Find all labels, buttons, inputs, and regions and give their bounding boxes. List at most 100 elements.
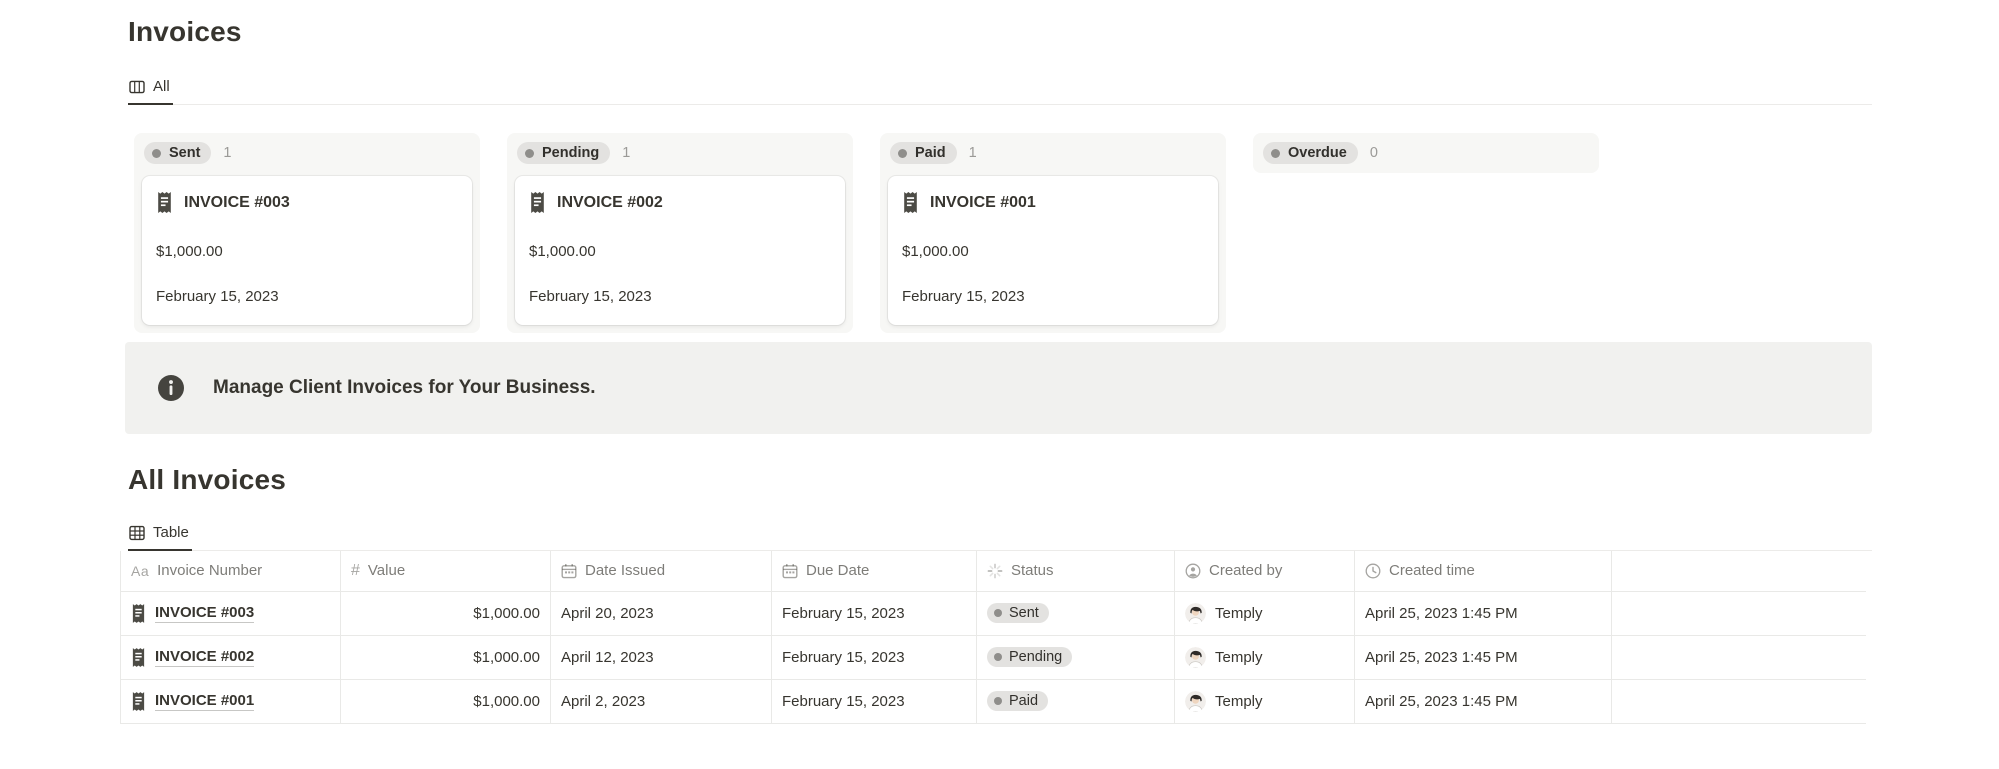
column-header-created-by[interactable]: Created by [1174,551,1355,592]
card-title: INVOICE #002 [557,193,663,211]
invoice-page-link[interactable]: INVOICE #002 [155,647,255,667]
invoice-card[interactable]: INVOICE #002 $1,000.00 February 15, 2023 [515,176,845,325]
board-group-overdue: Overdue 0 [1253,133,1599,173]
created-time-cell: April 25, 2023 1:45 PM [1354,635,1612,680]
tab-table[interactable]: Table [128,522,192,551]
group-count: 0 [1369,145,1378,161]
receipt-icon [529,192,546,213]
invoice-number-cell[interactable]: INVOICE #001 [120,679,341,724]
card-date: February 15, 2023 [156,288,279,305]
group-header: Overdue 0 [1261,142,1591,164]
table-header-row: Aa Invoice Number # Value Date Issued Due … [120,551,1866,592]
calendar-icon [561,563,577,579]
group-pill-sent[interactable]: Sent [144,142,212,164]
board-section-title: Invoices [128,16,242,47]
person-icon [1185,563,1201,579]
column-header-status[interactable]: Status [976,551,1175,592]
card-title: INVOICE #001 [930,193,1036,211]
column-header-due-date[interactable]: Due Date [771,551,977,592]
created-time-cell: April 25, 2023 1:45 PM [1354,591,1612,636]
column-header-value[interactable]: # Value [340,551,551,592]
column-header-invoice-number[interactable]: Aa Invoice Number [120,551,341,592]
status-pill[interactable]: Sent [987,603,1049,623]
status-pill[interactable]: Paid [987,691,1049,711]
due-date-cell[interactable]: February 15, 2023 [771,635,977,680]
group-count: 1 [968,145,977,161]
status-dot-icon [898,148,907,158]
status-dot-icon [994,609,1002,617]
tab-all-label: All [153,78,170,95]
status-dot-icon [994,697,1002,705]
date-issued-cell[interactable]: April 2, 2023 [550,679,772,724]
created-by-name: Temply [1215,604,1263,622]
invoice-card[interactable]: INVOICE #001 $1,000.00 February 15, 2023 [888,176,1218,325]
board-group-sent: Sent 1 INVOICE #003 $1,000.00 February 1… [134,133,480,333]
column-header-created-time[interactable]: Created time [1354,551,1612,592]
invoice-number-cell[interactable]: INVOICE #002 [120,635,341,680]
table-row: INVOICE #003 $1,000.00 April 20, 2023 Fe… [120,591,1866,636]
table-row: INVOICE #002 $1,000.00 April 12, 2023 Fe… [120,635,1866,680]
value-cell[interactable]: $1,000.00 [340,635,551,680]
receipt-icon [131,604,146,623]
invoice-card[interactable]: INVOICE #003 $1,000.00 February 15, 2023 [142,176,472,325]
board-view-icon [129,79,145,95]
table-view-icon [129,525,145,541]
empty-cell [1611,635,1866,680]
board-view-tabbar: All [128,76,1872,105]
group-name: Pending [542,145,600,161]
group-count: 1 [223,145,232,161]
status-pill[interactable]: Pending [987,647,1073,667]
group-pill-pending[interactable]: Pending [517,142,611,164]
board-group-pending: Pending 1 INVOICE #002 $1,000.00 Februar… [507,133,853,333]
group-pill-overdue[interactable]: Overdue [1263,142,1358,164]
value-cell[interactable]: $1,000.00 [340,679,551,724]
status-label: Pending [1009,649,1063,665]
group-pill-paid[interactable]: Paid [890,142,957,164]
callout-block: Manage Client Invoices for Your Business… [125,342,1872,434]
empty-cell [1611,591,1866,636]
column-label: Created time [1389,562,1475,580]
column-label: Invoice Number [157,562,263,580]
value-cell[interactable]: $1,000.00 [340,591,551,636]
tab-table-label: Table [153,524,189,541]
group-count: 1 [622,145,631,161]
status-burst-icon [987,563,1003,579]
due-date-cell[interactable]: February 15, 2023 [771,679,977,724]
status-cell[interactable]: Sent [976,591,1175,636]
invoice-board: Sent 1 INVOICE #003 $1,000.00 February 1… [134,133,1872,333]
number-hash-icon: # [351,561,360,579]
created-by-name: Temply [1215,648,1263,666]
status-dot-icon [994,653,1002,661]
status-dot-icon [1271,148,1280,158]
group-header: Paid 1 [888,142,1218,164]
page-content: Invoices All Sent 1 INVOICE #003 $1,000.… [0,14,1999,724]
status-label: Paid [1009,693,1039,709]
card-date: February 15, 2023 [902,288,1025,305]
invoice-page-link[interactable]: INVOICE #001 [155,691,255,711]
column-label: Created by [1209,562,1283,580]
callout-text: Manage Client Invoices for Your Business… [213,377,596,398]
tab-all[interactable]: All [128,76,173,105]
created-by-cell: Temply [1174,591,1355,636]
status-cell[interactable]: Pending [976,635,1175,680]
board-group-paid: Paid 1 INVOICE #001 $1,000.00 February 1… [880,133,1226,333]
created-time-cell: April 25, 2023 1:45 PM [1354,679,1612,724]
due-date-cell[interactable]: February 15, 2023 [771,591,977,636]
status-dot-icon [525,148,534,158]
date-issued-cell[interactable]: April 20, 2023 [550,591,772,636]
invoice-number-cell[interactable]: INVOICE #003 [120,591,341,636]
column-label: Date Issued [585,562,666,580]
invoice-page-link[interactable]: INVOICE #003 [155,603,255,623]
status-dot-icon [152,148,161,158]
clock-icon [1365,563,1381,579]
card-date: February 15, 2023 [529,288,652,305]
date-issued-cell[interactable]: April 12, 2023 [550,635,772,680]
card-value: $1,000.00 [529,243,596,260]
status-cell[interactable]: Paid [976,679,1175,724]
column-label: Value [367,562,406,580]
avatar [1185,603,1206,624]
group-header: Pending 1 [515,142,845,164]
group-name: Overdue [1288,145,1347,161]
column-header-date-issued[interactable]: Date Issued [550,551,772,592]
column-label: Due Date [806,562,870,580]
